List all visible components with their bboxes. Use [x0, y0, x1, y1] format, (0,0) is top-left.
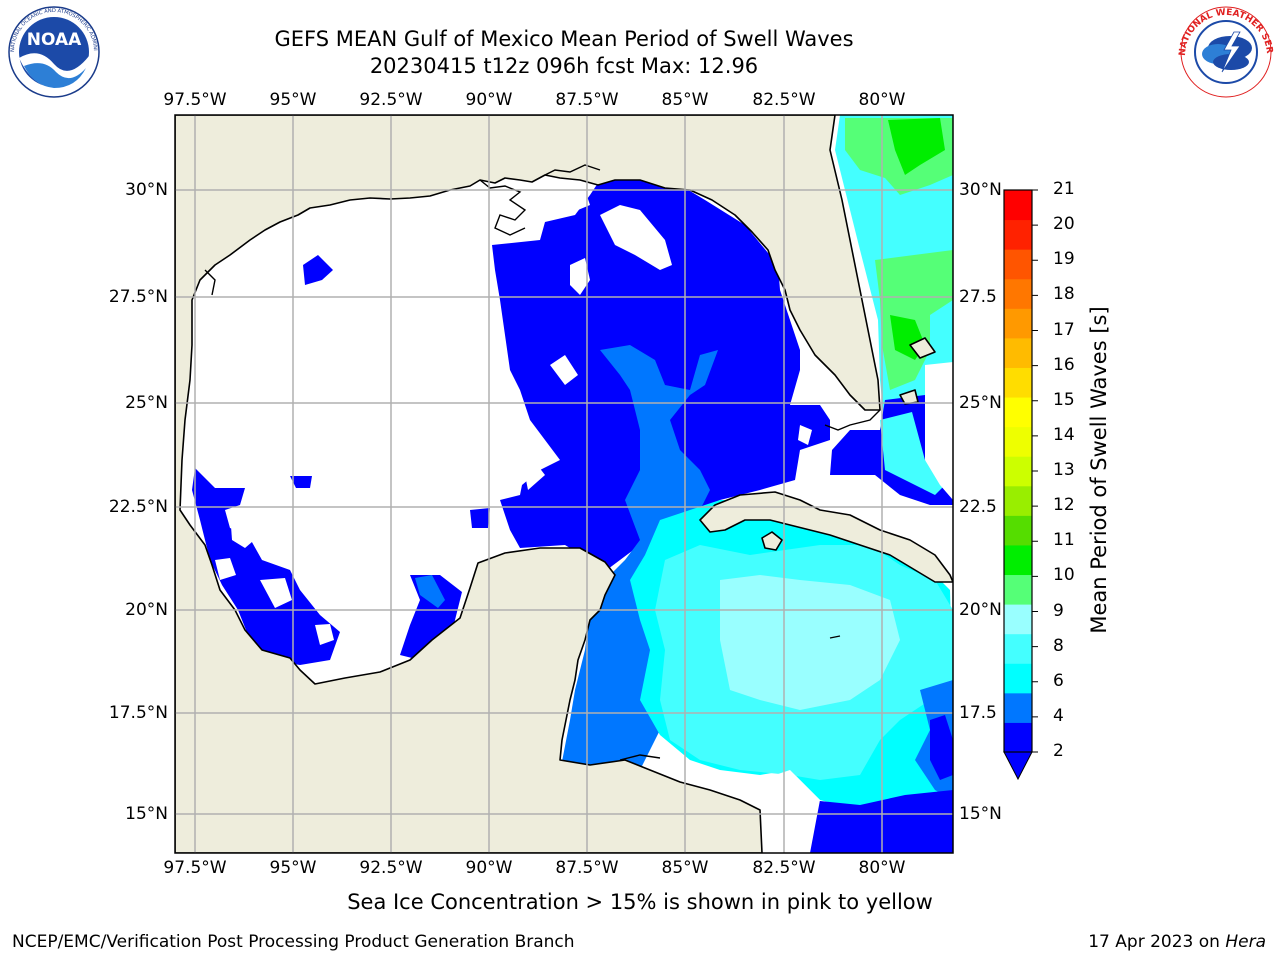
colorbar-tick-label: 8 [1053, 635, 1064, 656]
lat-label-right: 25°N [959, 393, 1002, 413]
lon-label-bottom: 90°W [465, 858, 513, 878]
noaa-logo-text: NOAA [27, 30, 82, 50]
footer-credit: NCEP/EMC/Verification Post Processing Pr… [12, 932, 575, 952]
lat-label-left: 30°N [125, 180, 168, 200]
lon-label-bottom: 82.5°W [752, 858, 816, 878]
lon-label-top: 80°W [858, 90, 906, 110]
colorbar-label: Mean Period of Swell Waves [s] [1087, 306, 1111, 634]
colorbar-segment [1004, 663, 1032, 694]
colorbar-tick-label: 17 [1053, 319, 1075, 340]
colorbar-tick-label: 9 [1053, 600, 1064, 621]
colorbar-tick-label: 18 [1053, 284, 1075, 305]
colorbar-segment [1004, 544, 1032, 576]
colorbar-extend-arrow [1003, 751, 1033, 781]
colorbar-segment [1004, 426, 1032, 457]
sea-ice-note: Sea Ice Concentration > 15% is shown in … [347, 890, 933, 914]
lat-label-right: 30°N [959, 180, 1002, 200]
colorbar-tick-label: 21 [1053, 179, 1075, 199]
noaa-logo: NOAA NATIONAL OCEANIC AND ATMOSPHERIC AD… [4, 6, 100, 98]
lat-label-right: 27.5 [959, 287, 997, 307]
colorbar-tick-label: 13 [1053, 460, 1075, 480]
colorbar [1003, 189, 1038, 781]
colorbar-segment [1004, 249, 1032, 280]
gridlines [175, 115, 953, 853]
footer-date: 17 Apr 2023 on Hera [1088, 932, 1266, 952]
colorbar-segment [1004, 722, 1032, 753]
lon-label-top: 97.5°W [163, 90, 227, 110]
colorbar-segment [1004, 190, 1032, 221]
lon-label-bottom: 92.5°W [359, 858, 423, 878]
lat-label-right: 15°N [959, 804, 1002, 824]
lon-label-bottom: 85°W [661, 858, 709, 878]
lon-label-top: 95°W [269, 90, 317, 110]
lat-label-right: 22.5 [959, 497, 997, 517]
colorbar-segment [1004, 308, 1032, 339]
colorbar-segment [1004, 337, 1032, 368]
footer-date-text: 17 Apr 2023 on [1088, 932, 1226, 952]
colorbar-segment [1004, 574, 1032, 605]
colorbar-segment [1004, 515, 1032, 546]
lat-label-left: 22.5°N [108, 497, 168, 517]
lon-label-top: 85°W [661, 90, 709, 110]
colorbar-segment [1004, 456, 1032, 487]
footer-host: Hera [1225, 932, 1266, 952]
colorbar-segment [1004, 692, 1032, 723]
colorbar-segment [1004, 604, 1032, 635]
lon-label-top: 92.5°W [359, 90, 423, 110]
lat-label-right: 17.5 [959, 703, 997, 723]
colorbar-segment [1004, 278, 1032, 309]
lon-label-top: 87.5°W [555, 90, 619, 110]
map-frame [174, 114, 954, 854]
lat-label-left: 17.5°N [108, 703, 168, 723]
colorbar-segment [1004, 633, 1032, 664]
colorbar-tick-label: 20 [1053, 214, 1075, 235]
colorbar-tick-label: 19 [1053, 249, 1075, 270]
lat-label-left: 20°N [125, 600, 168, 620]
colorbar-tick-label: 14 [1053, 424, 1075, 445]
colorbar-tick-label: 12 [1053, 495, 1075, 516]
colorbar-tick-label: 15 [1053, 389, 1075, 410]
coastline-detail [204, 164, 881, 761]
colorbar-tick-label: 6 [1053, 670, 1064, 691]
colorbar-segment [1004, 367, 1032, 398]
lat-label-left: 15°N [125, 804, 168, 824]
nws-logo: NATIONAL WEATHER SERVICE [1176, 6, 1274, 98]
colorbar-tick-label: 2 [1053, 741, 1064, 761]
lon-label-top: 82.5°W [752, 90, 816, 110]
colorbar-tick-label: 16 [1053, 354, 1075, 375]
colorbar-segment [1004, 397, 1032, 428]
lon-label-bottom: 97.5°W [163, 858, 227, 878]
lat-label-right: 20°N [959, 600, 1002, 620]
map-title: GEFS MEAN Gulf of Mexico Mean Period of … [274, 27, 854, 51]
map-subtitle: 20230415 t12z 096h fcst Max: 12.96 [369, 54, 759, 78]
lon-label-top: 90°W [465, 90, 513, 110]
lon-label-bottom: 95°W [269, 858, 317, 878]
lat-label-left: 25°N [125, 393, 168, 413]
lon-label-bottom: 80°W [858, 858, 906, 878]
colorbar-tick-label: 10 [1053, 565, 1075, 586]
colorbar-segments [1004, 190, 1032, 753]
colorbar-tick-label: 4 [1053, 705, 1064, 726]
lat-label-left: 27.5°N [108, 287, 168, 307]
colorbar-segment [1004, 485, 1032, 516]
lon-label-bottom: 87.5°W [555, 858, 619, 878]
colorbar-segment [1004, 219, 1032, 250]
colorbar-tick-label: 11 [1053, 530, 1075, 551]
